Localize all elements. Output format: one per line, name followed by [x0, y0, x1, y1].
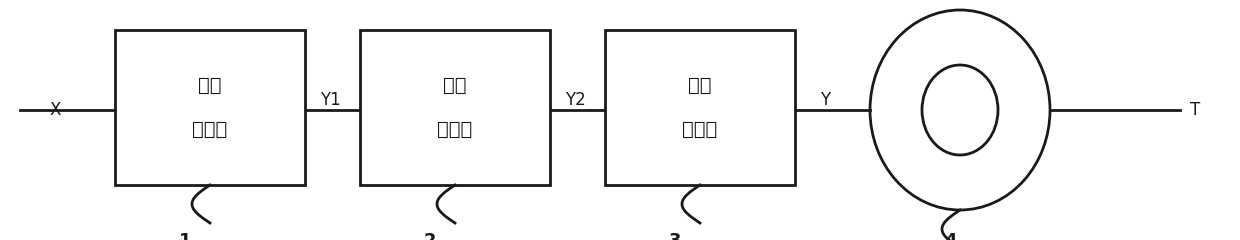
Text: 2: 2	[424, 232, 436, 240]
Text: X: X	[50, 101, 61, 119]
Text: 放大器: 放大器	[682, 120, 718, 139]
Text: 放大器: 放大器	[192, 120, 228, 139]
Text: 1: 1	[179, 232, 191, 240]
Text: 前置: 前置	[198, 76, 222, 95]
Text: Y1: Y1	[320, 91, 340, 109]
Text: 转换器: 转换器	[438, 120, 472, 139]
Text: Y2: Y2	[564, 91, 585, 109]
Bar	[360, 30, 551, 185]
Text: 4: 4	[944, 232, 956, 240]
Bar	[115, 30, 305, 185]
Text: 对数: 对数	[443, 76, 466, 95]
Text: 3: 3	[668, 232, 681, 240]
Bar	[605, 30, 795, 185]
Text: T: T	[1190, 101, 1200, 119]
Text: 功率: 功率	[688, 76, 712, 95]
Text: Y: Y	[820, 91, 830, 109]
